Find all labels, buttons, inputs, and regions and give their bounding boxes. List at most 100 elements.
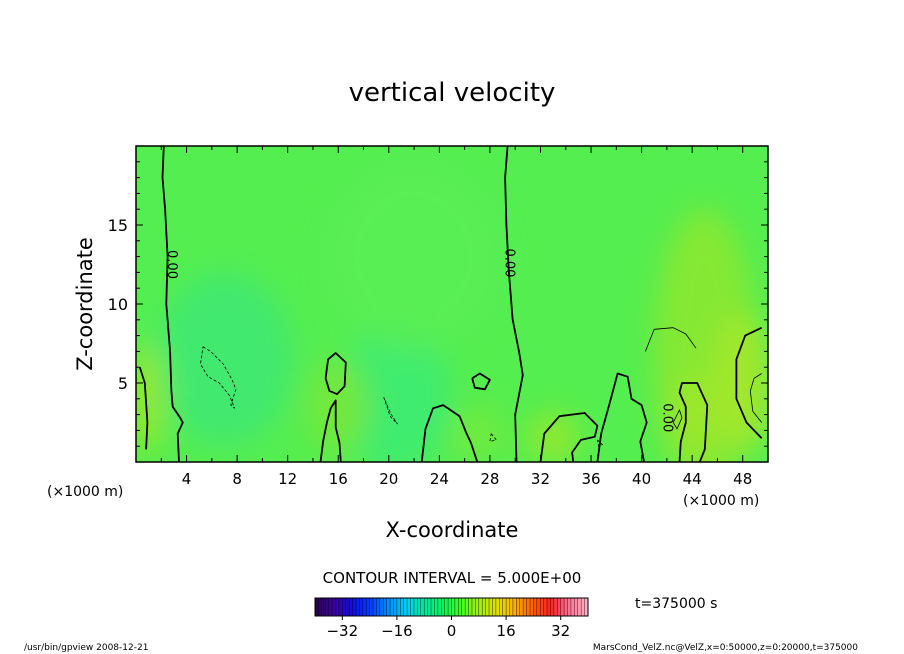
colorbar-cell: [342, 598, 347, 616]
colorbar-cell: [393, 598, 398, 616]
field-blob: [527, 413, 579, 462]
colorbar-cell: [485, 598, 490, 616]
zero-contour: [324, 352, 347, 396]
x-axis-label: X-coordinate: [386, 518, 519, 542]
field-blob: [711, 311, 768, 455]
colorbar-cell: [315, 598, 319, 616]
x-axis: 4 8 12 16 20 24 28 32 36 40 44 48: [160, 146, 752, 488]
x-tick-label: 40: [632, 470, 651, 488]
colorbar-cell: [417, 598, 422, 616]
colorbar-tick-label: 16: [497, 622, 516, 640]
y-axis: 5 10 15: [108, 161, 768, 447]
colorbar-cell: [345, 598, 350, 616]
field-blob: [325, 161, 503, 352]
x-unit-left: (×1000 m): [47, 484, 123, 500]
colorbar-cell: [536, 598, 541, 616]
colorbar-cell: [526, 598, 531, 616]
colorbar-cell: [584, 598, 589, 616]
colorbar-cell: [492, 598, 497, 616]
colorbar-cell: [519, 598, 524, 616]
colorbar-cell: [359, 598, 364, 616]
colorbar-cell: [420, 598, 425, 616]
colorbar-cell: [458, 598, 463, 616]
footer-right: MarsCond_VelZ.nc@VelZ,x=0:50000,z=0:2000…: [593, 643, 858, 653]
colorbar-cell: [403, 598, 408, 616]
colorbar-cell: [335, 598, 340, 616]
positive-contour: [645, 327, 697, 352]
zero-contour: [471, 372, 491, 391]
colorbar-cell: [506, 598, 511, 616]
colorbar-cell: [570, 598, 575, 616]
colorbar-cell: [564, 598, 569, 616]
colorbar-cell: [376, 598, 381, 616]
x-tick-label: 8: [232, 470, 242, 488]
negative-contour: [383, 397, 398, 425]
colorbar-cell: [454, 598, 459, 616]
colorbar-tick-label: 0: [447, 622, 457, 640]
zero-contour: [138, 366, 149, 450]
colorbar-cell: [543, 598, 548, 616]
colorbar-cell: [516, 598, 521, 616]
colorbar-cell: [410, 598, 415, 616]
colorbar-cell: [383, 598, 388, 616]
zero-contour: [504, 146, 524, 462]
colorbar-cell: [509, 598, 514, 616]
colorbar-cell: [533, 598, 538, 616]
contour-label: 0.00: [659, 403, 674, 432]
colorbar-cell: [328, 598, 333, 616]
positive-contour: [749, 373, 763, 423]
colorbar: −32 −16 0 16 32: [314, 597, 589, 640]
y-tick-label: 15: [108, 216, 128, 235]
colorbar-cell: [557, 598, 562, 616]
colorbar-cell: [390, 598, 394, 616]
colorbar-cell: [567, 598, 572, 616]
colorbar-cell: [444, 598, 449, 616]
colorbar-cell: [553, 598, 558, 616]
zero-contour: [735, 326, 763, 439]
zero-contour: [539, 412, 599, 462]
colorbar-cell: [448, 598, 452, 616]
colorbar-cell: [318, 598, 323, 616]
colorbar-cell: [373, 598, 377, 616]
x-tick-label: 20: [379, 470, 398, 488]
colorbar-cell: [338, 598, 343, 616]
x-tick-label: 48: [733, 470, 752, 488]
colorbar-cell: [577, 598, 582, 616]
x-tick-label: 44: [683, 470, 702, 488]
colorbar-cell: [366, 598, 371, 616]
y-tick-label: 5: [118, 374, 128, 393]
y-tick-label: 10: [108, 295, 128, 314]
colorbar-cell: [512, 598, 517, 616]
colorbar-cell: [413, 598, 418, 616]
x-tick-label: 16: [329, 470, 348, 488]
zero-contour: [596, 372, 648, 462]
colorbar-cell: [332, 598, 336, 616]
colorbar-cell: [349, 598, 354, 616]
colorbar-cell: [465, 598, 470, 616]
colorbar-cell: [451, 598, 456, 616]
colorbar-cell: [482, 598, 487, 616]
colorbar-cell: [369, 598, 374, 616]
x-tick-label: 4: [182, 470, 192, 488]
colorbar-cell: [550, 598, 555, 616]
zero-contour: [678, 382, 709, 462]
negative-contour: [489, 433, 497, 443]
colorbar-cell: [547, 598, 551, 616]
colorbar-cell: [325, 598, 330, 616]
colorbar-cell: [386, 598, 391, 616]
colorbar-tick-label: −16: [381, 622, 413, 640]
colorbar-cell: [495, 598, 500, 616]
colorbar-cell: [427, 598, 432, 616]
colorbar-cell: [471, 598, 476, 616]
colorbar-cell: [523, 598, 528, 616]
colorbar-cell: [475, 598, 480, 616]
zero-contour: [319, 399, 342, 462]
colorbar-cell: [437, 598, 442, 616]
zero-contour: [420, 404, 479, 462]
colorbar-cell: [499, 598, 504, 616]
field-blob: [306, 359, 370, 455]
plot-area: 0.00 0.000.00 4 8 12 16 20 24 28 32 36 40 44 48 5101…: [108, 145, 769, 488]
x-unit-right: (×1000 m): [683, 493, 759, 509]
footer-left: /usr/bin/gpview 2008-12-21: [24, 643, 148, 653]
colorbar-cell: [502, 598, 507, 616]
